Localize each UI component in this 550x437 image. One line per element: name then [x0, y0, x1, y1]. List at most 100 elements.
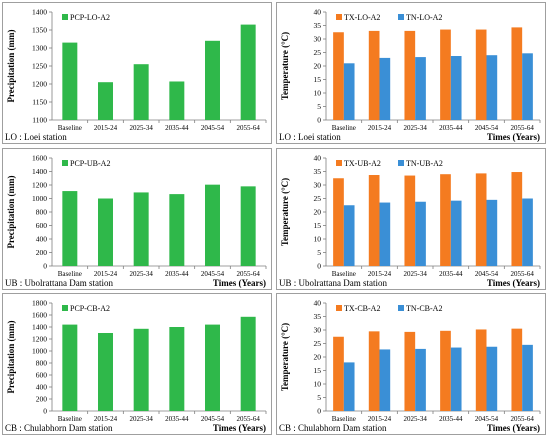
bar-pcp-ub-a2 — [98, 198, 113, 266]
bar-tx-lo-a2 — [511, 27, 523, 120]
legend-label: PCP-UB-A2 — [70, 159, 110, 168]
y-tick-label: 800 — [36, 359, 48, 368]
x-category-label: 2055-64 — [236, 270, 260, 278]
y-tick-label: 35 — [314, 167, 322, 176]
x-category-label: Baseline — [58, 270, 82, 278]
bar-tn-lo-a2 — [486, 55, 498, 121]
bar-tn-ub-a2 — [486, 199, 498, 266]
y-tick-label: 800 — [36, 208, 48, 217]
bar-tx-lo-a2 — [333, 32, 344, 120]
chart-panel-temp-lo: 0 5 10 15 20 25 30 35 40 Temperature (°C) Baseline… — [276, 2, 546, 144]
bar-tn-ub-a2 — [379, 202, 391, 266]
y-axis-label: Temperature (°C) — [280, 178, 290, 246]
y-tick-label: 1400 — [32, 8, 47, 17]
legend-swatch — [398, 14, 404, 20]
y-axis-label: Temperature (°C) — [280, 32, 290, 100]
y-tick-label: 1600 — [32, 154, 47, 163]
chart-panel-temp-ub: 0 5 10 15 20 25 30 35 40 Temperature (°C) Baseline… — [276, 148, 546, 290]
y-tick-label: 20 — [314, 208, 322, 217]
y-axis-label: Precipitation (mm) — [6, 175, 16, 248]
y-axis-label: Precipitation (mm) — [6, 29, 16, 102]
panel-frame — [2, 148, 272, 290]
legend-label: TX-UB-A2 — [344, 159, 381, 168]
y-tick-label: 35 — [314, 312, 322, 321]
y-tick-label: 30 — [314, 326, 322, 335]
bar-pcp-ub-a2 — [240, 186, 256, 266]
station-label: LO : Loei station — [279, 132, 341, 142]
x-category-label: 2045-54 — [201, 270, 225, 278]
bar-tx-cb-a2 — [475, 329, 487, 411]
x-axis-label: Times (Years) — [213, 278, 266, 288]
x-category-label: 2025-34 — [403, 415, 427, 423]
x-category-label: 2055-64 — [236, 124, 260, 132]
chart-panel-temp-cb: 0 5 10 15 20 25 30 35 40 Temperature (°C) Baseline… — [276, 293, 546, 435]
y-tick-label: 1000 — [32, 194, 47, 203]
y-tick-label: 40 — [314, 299, 322, 308]
x-category-label: 2015-24 — [94, 415, 118, 423]
y-tick-label: 1400 — [32, 323, 47, 332]
y-tick-label: 15 — [314, 366, 322, 375]
legend-label: PCP-LO-A2 — [70, 13, 110, 22]
x-axis-label: Times (Years) — [487, 423, 540, 433]
x-category-label: 2015-24 — [94, 270, 118, 278]
bar-pcp-lo-a2 — [62, 42, 78, 120]
bar-tx-ub-a2 — [404, 175, 416, 266]
x-category-label: 2045-54 — [201, 124, 225, 132]
legend-swatch — [336, 305, 342, 311]
station-label: CB : Chulabhorn Dam station — [279, 423, 387, 433]
bar-tn-lo-a2 — [343, 63, 355, 120]
x-category-label: Baseline — [332, 124, 356, 132]
x-category-label: 2055-64 — [510, 124, 534, 132]
x-category-label: 2025-34 — [403, 124, 427, 132]
bar-tx-lo-a2 — [404, 30, 416, 120]
bar-tx-lo-a2 — [475, 29, 487, 120]
bar-pcp-lo-a2 — [205, 40, 220, 120]
y-tick-label: 20 — [314, 62, 322, 71]
y-tick-label: 15 — [314, 75, 322, 84]
y-tick-label: 1400 — [32, 167, 47, 176]
bar-tx-cb-a2 — [440, 330, 451, 411]
bar-tn-ub-a2 — [343, 205, 355, 266]
legend-label: PCP-CB-A2 — [70, 304, 110, 313]
panel-frame — [2, 293, 272, 435]
chart-svg: 0 5 10 15 20 25 30 35 40 Temperature (°C) Baseline… — [276, 2, 546, 144]
panel-frame — [276, 293, 546, 435]
y-tick-label: 25 — [314, 339, 322, 348]
x-category-label: 2025-34 — [129, 415, 153, 423]
y-tick-label: 40 — [314, 8, 322, 17]
y-tick-label: 10 — [314, 380, 322, 389]
y-tick-label: 0 — [317, 407, 321, 416]
chart-svg: 0 5 10 15 20 25 30 35 40 Temperature (°C) Baseline… — [276, 148, 546, 290]
x-category-label: 2035-44 — [439, 415, 463, 423]
bar-tx-lo-a2 — [440, 29, 451, 120]
bar-tx-ub-a2 — [475, 173, 487, 266]
y-tick-label: 400 — [36, 383, 48, 392]
y-tick-label: 5 — [317, 248, 321, 257]
bar-pcp-ub-a2 — [62, 191, 78, 266]
y-tick-label: 40 — [314, 154, 322, 163]
x-category-label: 2015-24 — [368, 415, 392, 423]
x-category-label: 2035-44 — [439, 124, 463, 132]
x-category-label: 2055-64 — [236, 415, 260, 423]
y-tick-label: 15 — [314, 221, 322, 230]
chart-panel-pcp-cb: 0 200 400 600 800 1000 1200 1400 1600 1800 Precipi… — [2, 293, 272, 435]
x-category-label: 2035-44 — [439, 270, 463, 278]
y-axis-label: Temperature (°C) — [280, 323, 290, 391]
x-category-label: 2015-24 — [94, 124, 118, 132]
bar-pcp-lo-a2 — [133, 64, 149, 120]
x-category-label: 2045-54 — [475, 124, 499, 132]
x-category-label: 2035-44 — [165, 124, 189, 132]
y-tick-label: 1250 — [32, 62, 47, 71]
y-tick-label: 0 — [317, 262, 321, 271]
y-tick-label: 400 — [36, 235, 48, 244]
y-tick-label: 1100 — [32, 116, 47, 125]
panel-frame — [2, 2, 272, 144]
legend-label: TX-CB-A2 — [344, 304, 380, 313]
bar-tn-ub-a2 — [450, 200, 462, 266]
y-tick-label: 5 — [317, 393, 321, 402]
legend-swatch — [62, 305, 68, 311]
bar-pcp-cb-a2 — [169, 327, 185, 411]
station-label: UB : Ubolrattana Dam station — [279, 278, 387, 288]
legend-swatch — [336, 160, 342, 166]
bar-pcp-ub-a2 — [169, 194, 185, 266]
